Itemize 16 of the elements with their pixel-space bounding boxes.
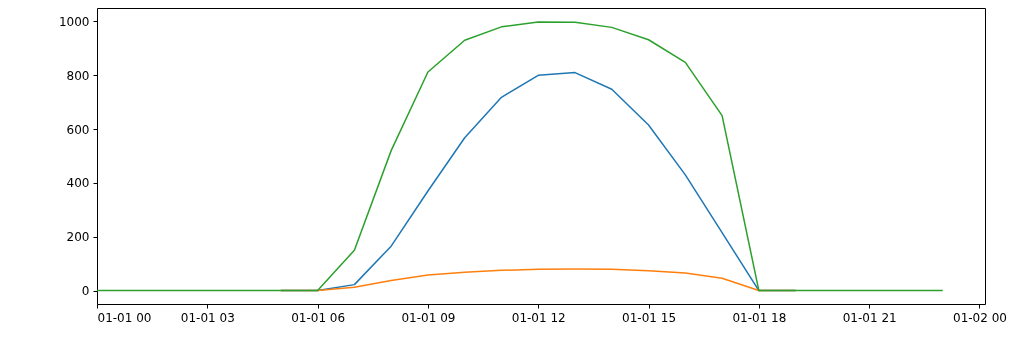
x-tick-label: 01-01 12 xyxy=(511,310,566,325)
x-tick-label: 01-02 00 xyxy=(953,310,1007,325)
x-tick-label: 01-01 18 xyxy=(732,310,787,325)
y-tick-label: 1000 xyxy=(58,14,90,29)
y-tick-label: 400 xyxy=(66,176,90,191)
y-tick-label: 200 xyxy=(66,230,90,245)
x-tick-label: 01-01 21 xyxy=(842,310,897,325)
x-tick-label: 01-01 09 xyxy=(401,310,456,325)
x-tick-label: 01-01 15 xyxy=(622,310,677,325)
y-tick-label: 0 xyxy=(81,284,90,299)
line-series xyxy=(97,21,944,292)
y-tick-label: 800 xyxy=(66,68,90,83)
x-tick-label: 01-01 00 xyxy=(97,310,152,325)
y-tick-label: 600 xyxy=(66,122,90,137)
x-tick-label: 01-01 03 xyxy=(180,310,235,325)
x-tick-label: 01-01 06 xyxy=(291,310,346,325)
